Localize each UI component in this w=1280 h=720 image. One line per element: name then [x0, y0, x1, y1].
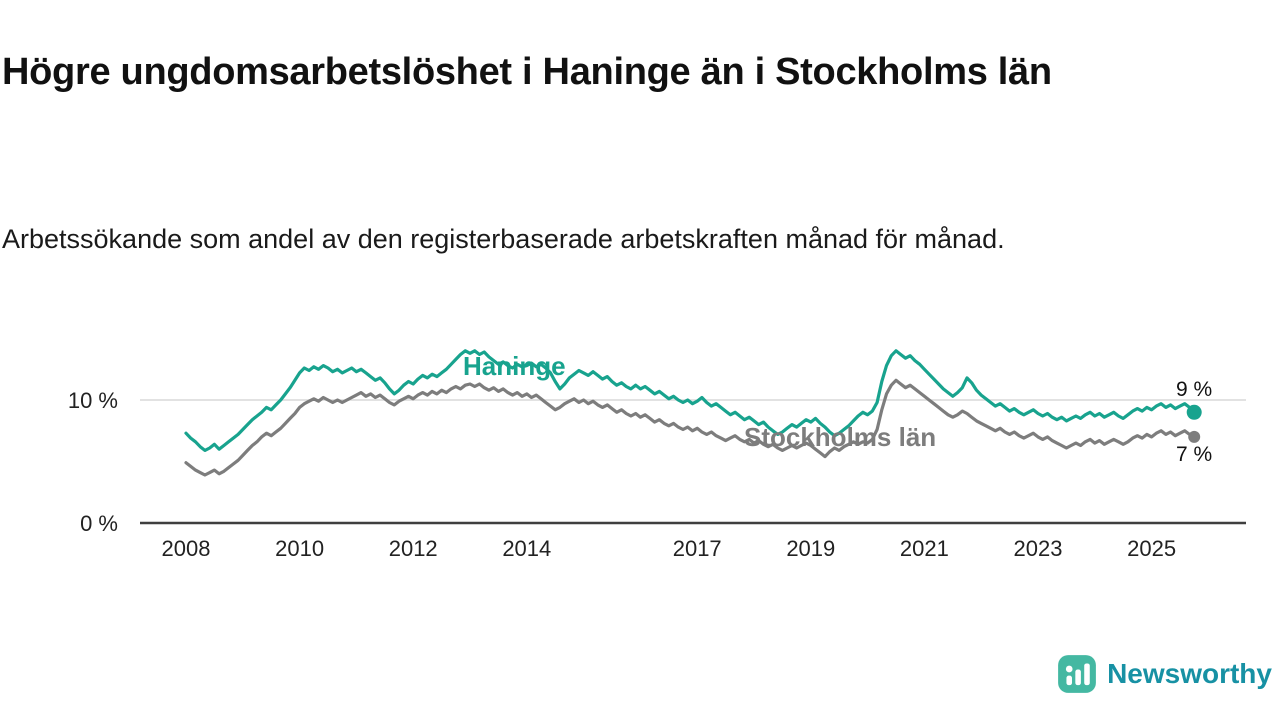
bar-chart-badge-icon: [1058, 655, 1096, 693]
svg-text:2017: 2017: [673, 536, 722, 561]
svg-text:2014: 2014: [502, 536, 551, 561]
haninge-series-label: Haninge: [463, 351, 566, 381]
svg-text:2008: 2008: [162, 536, 211, 561]
svg-text:2025: 2025: [1127, 536, 1176, 561]
svg-text:2010: 2010: [275, 536, 324, 561]
unemployment-line-chart: 0 % 10 % 2008 2010 2012 2014 2017 2019 2021 2023 2…: [68, 349, 1246, 561]
stockholm-end-value-label: 7 %: [1176, 443, 1213, 466]
svg-text:0 %: 0 %: [80, 511, 118, 536]
newsworthy-logo: Newsworthy: [1057, 654, 1272, 694]
stockholm-series-label: Stockholms län: [744, 422, 937, 452]
svg-text:10 %: 10 %: [68, 388, 118, 413]
chart-subtitle: Arbetssökande som andel av den registerb…: [2, 224, 1005, 254]
logo-wordmark: Newsworthy: [1107, 658, 1272, 689]
svg-text:2012: 2012: [389, 536, 438, 561]
svg-text:2023: 2023: [1014, 536, 1063, 561]
haninge-end-value-label: 9 %: [1176, 378, 1213, 401]
svg-text:2021: 2021: [900, 536, 949, 561]
page-title: Högre ungdomsarbetslöshet i Haninge än i…: [2, 51, 1052, 94]
svg-text:2019: 2019: [786, 536, 835, 561]
